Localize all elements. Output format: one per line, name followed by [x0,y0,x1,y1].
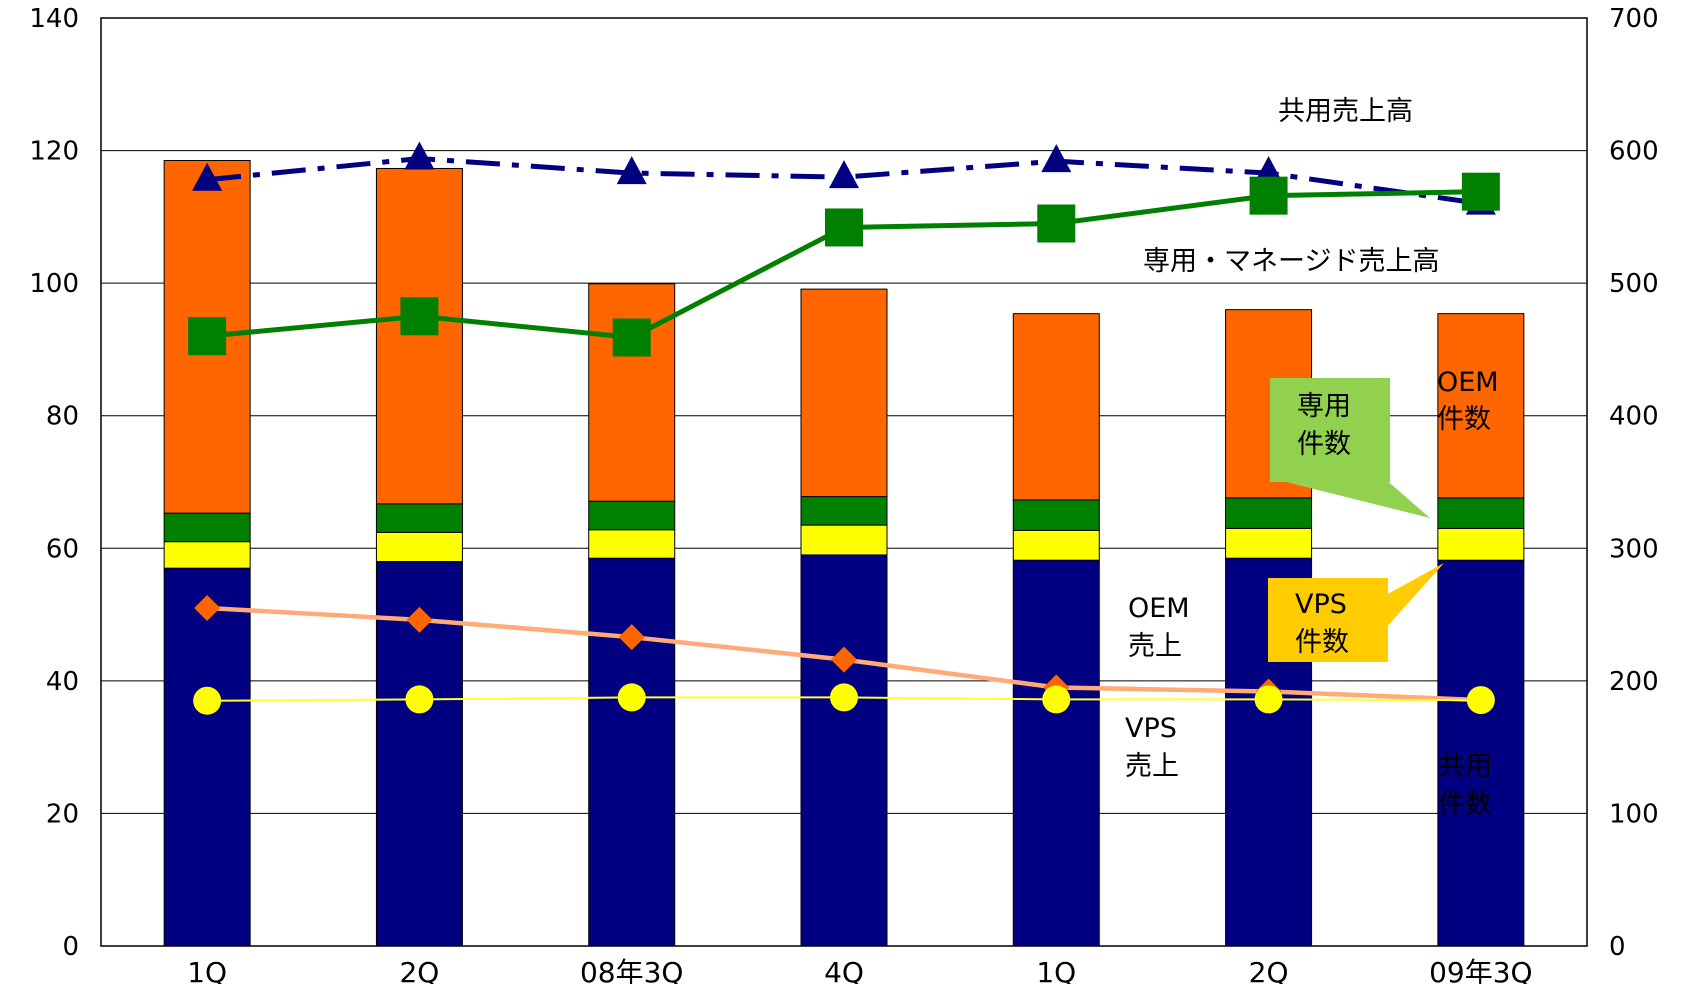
bar-segment [800,288,888,498]
x-tick-label: 1Q [1036,956,1076,984]
bar-segment [588,283,676,502]
bars [163,160,1525,947]
triangle-marker [829,160,859,189]
axes: 0 0 20 100 40 200 60 300 80 400 100 500 120 600 140 700… [29,4,1658,984]
bar-segment [1437,559,1525,947]
label-vps-count-line2: 件数 [1295,627,1349,658]
bar-segment [588,500,676,531]
bar-segment [1012,529,1100,561]
x-tick-label: 1Q [187,956,227,984]
bar-segment [1437,313,1525,499]
bar-segment [1012,499,1100,531]
bar-segment [375,531,463,563]
circle-marker [830,683,858,712]
right-y-tick-label: 600 [1609,137,1659,167]
label-dedicated-sales: 専用・マネージド売上高 [1143,246,1439,277]
bar-segment [375,503,463,533]
label-oem-count-line2: 件数 [1437,404,1491,435]
circle-marker [1254,685,1283,714]
left-y-tick-label: 20 [46,799,79,829]
left-y-tick-label: 120 [29,137,79,167]
bar-segment [1012,559,1100,947]
callout-box-dedicated [1270,378,1390,482]
triangle-marker [616,156,647,185]
right-y-tick-label: 500 [1609,269,1659,299]
right-y-tick-label: 0 [1609,932,1626,962]
callout-pointer-vps [1384,563,1444,630]
triangle-marker [192,162,223,191]
label-oem-sales-line1: OEM [1128,593,1190,624]
triangle-marker [404,141,435,170]
circle-marker [193,686,222,715]
right-y-tick-label: 100 [1609,799,1659,829]
label-oem-count-line1: OEM [1437,367,1499,398]
square-marker [1037,204,1076,243]
label-vps-sales-line2: 売上 [1125,751,1179,782]
line-series [188,141,1500,715]
plot-area-frame [100,17,1588,947]
right-y-tick-label: 200 [1609,667,1659,697]
callout-box-vps [1268,578,1388,662]
x-tick-label: 4Q [824,956,864,984]
square-marker [1461,172,1500,211]
bar-segment [588,557,676,947]
left-y-tick-label: 0 [62,932,79,962]
circle-marker [1042,685,1071,714]
diamond-marker [831,646,857,673]
diamond-marker [194,594,221,621]
label-vps-sales-line1: VPS [1125,713,1177,744]
bar-segment [1437,497,1525,529]
label-shared-sales: 共用売上高 [1278,96,1413,127]
square-marker [1249,176,1288,215]
label-shared-count-line1: 共用 [1438,751,1492,782]
label-vps-count-line1: VPS [1295,589,1347,620]
diamond-marker [618,624,645,651]
bar-segment [800,496,888,526]
square-marker [825,208,863,247]
bar-segment [163,512,251,543]
bar-segment [800,554,888,947]
bar-segment [375,167,463,505]
square-marker [188,317,227,356]
bar-segment [1437,527,1525,561]
bar-segment [1225,497,1313,529]
callout-pointer-dedicated [1270,478,1430,518]
label-oem-sales-line2: 売上 [1128,631,1182,662]
circle-marker [405,685,434,714]
x-tick-label: 2Q [1249,956,1289,984]
bar-segment [163,567,251,947]
x-tick-label: 08年3Q [580,956,683,984]
circle-marker [617,683,646,712]
bar-segment [1012,313,1100,501]
left-y-tick-label: 100 [29,269,79,299]
square-marker [612,318,651,357]
label-dedicated-count-line1: 専用 [1297,391,1351,422]
left-y-tick-label: 60 [46,534,79,564]
x-tick-label: 2Q [399,956,439,984]
bar-segment [1225,527,1313,559]
left-y-tick-label: 140 [29,4,79,34]
left-y-tick-label: 80 [46,402,79,432]
bar-segment [800,524,888,556]
right-y-tick-label: 700 [1609,4,1659,34]
bar-segment [163,541,251,569]
callouts [1268,378,1444,662]
right-y-tick-label: 400 [1609,402,1659,432]
circle-marker [1466,686,1495,715]
x-tick-label: 09年3Q [1429,956,1532,984]
diamond-marker [406,606,433,633]
label-dedicated-count-line2: 件数 [1297,429,1351,460]
left-y-tick-label: 40 [46,667,79,697]
square-marker [400,297,439,336]
bar-segment [588,529,676,559]
triangle-marker [1041,144,1072,173]
right-y-tick-label: 300 [1609,534,1659,564]
label-shared-count-line2: 件数 [1438,789,1492,820]
